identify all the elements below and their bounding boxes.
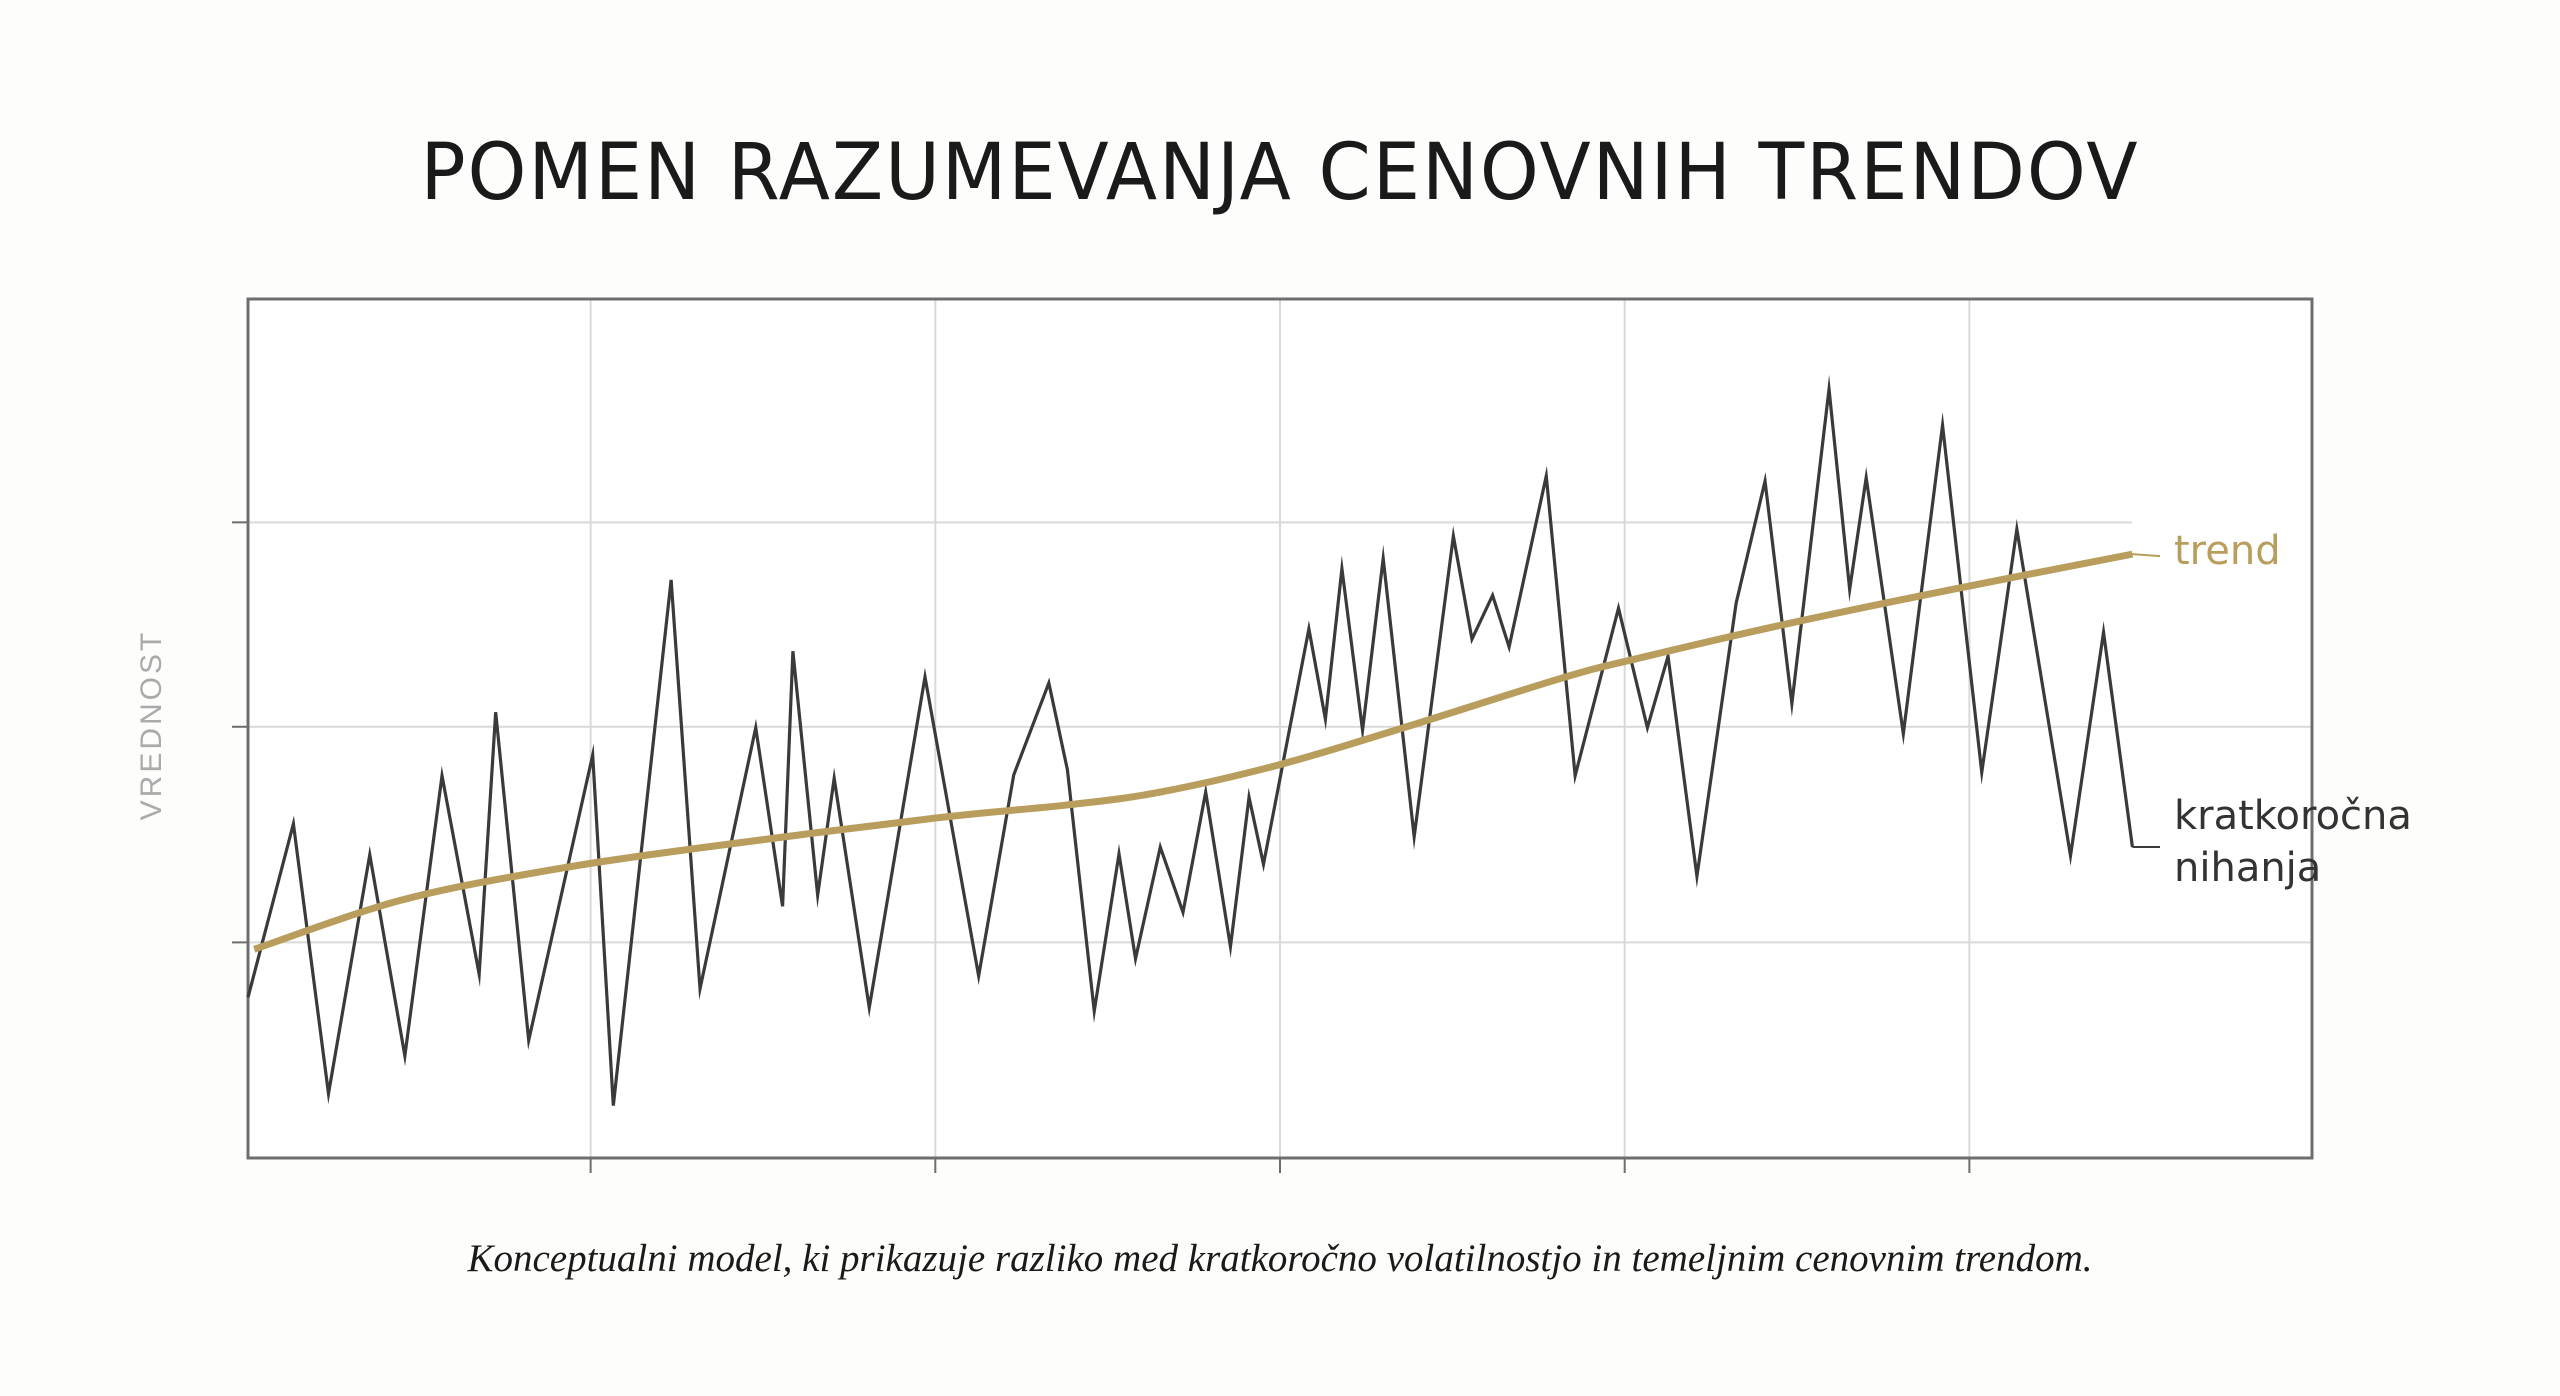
trend-line — [253, 550, 2134, 953]
plot-frame — [246, 297, 2314, 1160]
trend-label: trend — [2174, 528, 2281, 574]
trend-label-connector — [2132, 553, 2161, 558]
volatility-label-line2: nihanja — [2174, 845, 2322, 891]
gridlines — [248, 299, 2312, 1158]
volatility-label: kratkoročna nihanja — [2174, 790, 2412, 894]
page-title: POMEN RAZUMEVANJA CENOVNIH TRENDOV — [420, 128, 2140, 218]
volatility-label-line1: kratkoročna — [2174, 793, 2412, 839]
volatility-line — [246, 374, 2135, 1106]
figure-caption: Konceptualni model, ki prikazuje razliko… — [467, 1237, 2093, 1280]
axis-ticks — [232, 521, 1971, 1173]
